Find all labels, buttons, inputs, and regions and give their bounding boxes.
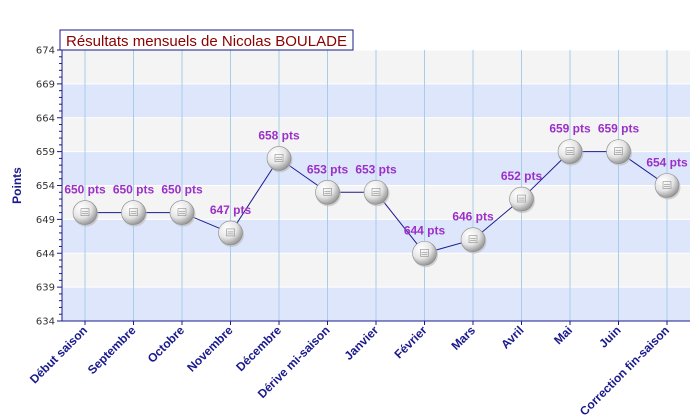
data-label: 658 pts (258, 128, 300, 142)
x-tick-label: Correction fin-saison (577, 323, 672, 418)
data-point (363, 179, 390, 207)
x-tick-label: Mars (448, 323, 478, 353)
data-label: 650 pts (64, 183, 106, 197)
data-label: 646 pts (452, 210, 494, 224)
chart-title-box: Résultats mensuels de Nicolas BOULADE (59, 29, 354, 51)
x-tick-label: Octobre (145, 323, 188, 366)
x-tick-label: Septembre (85, 323, 139, 377)
data-label: 653 pts (307, 162, 349, 176)
y-tick-label: 669 (36, 79, 55, 90)
y-axis-ticks: 634 639 644 649 654 659 664 669 674 (36, 46, 62, 328)
x-tick-label: Avril (498, 323, 526, 351)
data-label: 647 pts (210, 203, 252, 217)
y-tick-label: 649 (36, 215, 55, 226)
x-tick-label: Novembre (184, 323, 236, 375)
y-tick-label: 659 (36, 147, 55, 158)
data-point (315, 179, 341, 207)
x-tick-label: Début saison (27, 323, 90, 386)
data-point (121, 200, 147, 227)
x-tick-label: Juin (596, 323, 623, 350)
data-label: 659 pts (598, 122, 640, 136)
data-label: 652 pts (501, 169, 543, 183)
y-axis-label: Points (10, 167, 24, 204)
data-point (169, 200, 196, 227)
x-tick-label: Mai (551, 323, 575, 347)
chart-title: Résultats mensuels de Nicolas BOULADE (66, 33, 347, 50)
data-point (72, 200, 99, 227)
data-point (654, 173, 681, 200)
data-markers (72, 139, 681, 268)
data-label: 650 pts (113, 183, 155, 197)
data-labels: 650 pts 650 pts 650 pts 647 pts 658 pts 653 p… (64, 122, 688, 238)
y-tick-label: 644 (36, 249, 55, 260)
data-point (218, 220, 244, 247)
y-tick-label: 634 (36, 317, 55, 328)
data-point (557, 139, 584, 166)
data-label: 653 pts (355, 162, 397, 176)
x-tick-label: Décembre (233, 323, 284, 374)
data-label: 654 pts (646, 156, 688, 170)
data-point (509, 186, 535, 214)
y-tick-label: 639 (36, 283, 55, 294)
data-point (460, 227, 487, 254)
y-tick-label: 674 (36, 46, 55, 57)
data-label: 644 pts (404, 223, 446, 237)
y-tick-label: 654 (36, 181, 55, 192)
data-point (606, 139, 632, 166)
x-tick-label: Janvier (342, 323, 382, 363)
data-point (266, 146, 293, 173)
y-tick-label: 664 (36, 113, 55, 124)
data-label: 650 pts (161, 183, 203, 197)
x-tick-label: Février (391, 323, 429, 361)
data-point (412, 240, 438, 268)
data-label: 659 pts (549, 122, 591, 136)
